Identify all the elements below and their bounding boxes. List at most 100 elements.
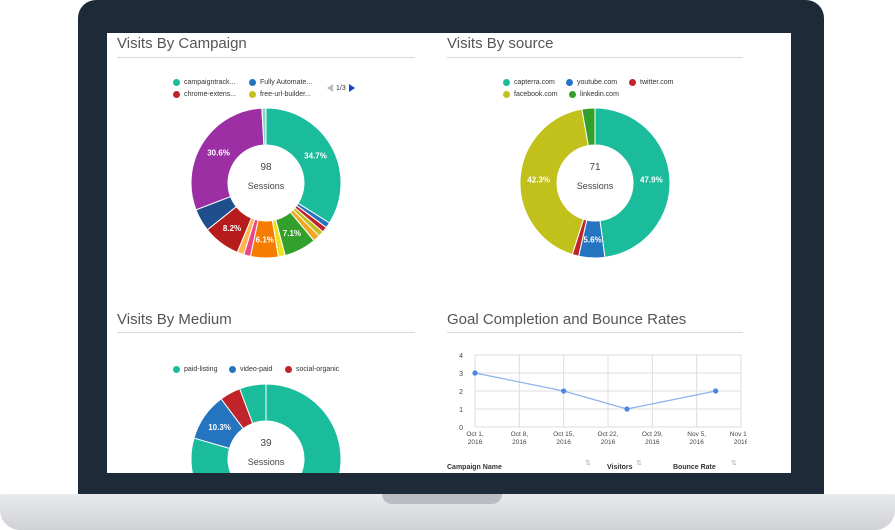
source-center-label: Sessions — [576, 181, 614, 191]
slice-data-label: 47.9% — [640, 175, 663, 184]
campaign-legend-item[interactable]: Fully Automate... — [249, 79, 312, 86]
slice-data-label: 5.6% — [583, 235, 601, 244]
legend-swatch — [173, 79, 180, 86]
legend-label: free-url-builder... — [260, 91, 311, 98]
legend-swatch — [173, 91, 180, 98]
source-panel-title: Visits By source — [447, 35, 554, 52]
medium-center-label: Sessions — [247, 457, 285, 467]
medium-center-value: 39 — [260, 438, 272, 449]
medium-legend-item[interactable]: video-paid — [229, 366, 272, 373]
goal-title-rule — [447, 332, 743, 333]
legend-swatch — [569, 91, 576, 98]
x-tick-label: Oct 29, 2016 — [642, 431, 663, 446]
previous-page-icon[interactable] — [327, 84, 333, 92]
legend-swatch — [503, 79, 510, 86]
legend-label: Fully Automate... — [260, 79, 313, 86]
medium-panel-title: Visits By Medium — [117, 311, 232, 328]
table-header-visitors[interactable]: Visitors — [607, 464, 633, 471]
source-donut-chart: 47.9% 5.6% 42.3% — [519, 107, 671, 259]
sort-icon[interactable]: ⇅ — [636, 460, 642, 467]
legend-swatch — [629, 79, 636, 86]
x-tick-label: Nov 5, 2016 — [687, 431, 706, 446]
donut-slice[interactable] — [261, 107, 267, 146]
x-tick-label: Nov 12,2016 — [730, 431, 747, 446]
dashboard-screen: Visits By Campaign campaigntrack... Full… — [107, 33, 791, 473]
donut-slice[interactable] — [581, 107, 596, 147]
data-point[interactable] — [713, 388, 719, 394]
goal-panel-title: Goal Completion and Bounce Rates — [447, 311, 687, 328]
medium-legend-item[interactable]: paid-listing — [173, 366, 217, 373]
donut-slice[interactable] — [239, 383, 267, 425]
sort-icon[interactable]: ⇅ — [585, 460, 591, 467]
donut-slice[interactable] — [190, 383, 342, 473]
legend-swatch — [503, 91, 510, 98]
slice-data-label: 6.1% — [256, 235, 274, 244]
donut-slice[interactable] — [190, 107, 265, 211]
source-title-rule — [447, 57, 743, 58]
medium-donut-chart: 10.3% — [190, 383, 342, 473]
table-header-bounce-rate[interactable]: Bounce Rate — [673, 464, 716, 471]
legend-label: paid-listing — [184, 366, 218, 373]
legend-swatch — [249, 91, 256, 98]
legend-label: capterra.com — [514, 79, 555, 86]
source-legend-item[interactable]: capterra.com — [503, 79, 555, 86]
medium-title-rule — [117, 332, 415, 333]
campaign-legend-item[interactable]: campaigntrack... — [173, 79, 235, 86]
slice-data-label: 10.3% — [208, 423, 231, 432]
source-legend-item[interactable]: facebook.com — [503, 91, 558, 98]
source-legend-item[interactable]: twitter.com — [629, 79, 673, 86]
slice-data-label: 30.6% — [207, 148, 230, 157]
legend-label: linkedin.com — [580, 91, 619, 98]
campaign-title-rule — [117, 57, 415, 58]
y-tick-label: 1 — [459, 407, 463, 414]
source-legend-item[interactable]: youtube.com — [566, 79, 617, 86]
legend-swatch — [285, 366, 292, 373]
series-line — [474, 372, 716, 410]
source-center-value: 71 — [589, 162, 601, 173]
legend-label: twitter.com — [640, 79, 674, 86]
legend-label: youtube.com — [577, 79, 618, 86]
campaign-panel-title: Visits By Campaign — [117, 35, 247, 52]
campaign-center-label: Sessions — [247, 181, 285, 191]
x-tick-label: Oct 15, 2016 — [553, 431, 574, 446]
data-point[interactable] — [561, 388, 567, 394]
x-tick-label: Oct 22, 2016 — [598, 431, 619, 446]
legend-label: video-paid — [240, 366, 273, 373]
legend-pager: 1/3 — [327, 84, 355, 92]
y-tick-label: 0 — [459, 425, 463, 432]
x-tick-label: Oct 1, 2016 — [466, 431, 484, 446]
legend-page-indicator: 1/3 — [336, 84, 346, 92]
campaign-donut-chart: 34.7% 7.1% 6.1% 8.2% 30.6% — [190, 107, 342, 259]
legend-swatch — [566, 79, 573, 86]
laptop-notch — [382, 494, 502, 504]
source-legend-item[interactable]: linkedin.com — [569, 91, 619, 98]
y-tick-label: 2 — [459, 389, 463, 396]
campaign-center-value: 98 — [260, 162, 272, 173]
donut-slice[interactable] — [594, 107, 671, 258]
slice-data-label: 34.7% — [304, 152, 327, 161]
campaign-legend-item[interactable]: free-url-builder... — [249, 91, 311, 98]
medium-legend-item[interactable]: social-organic — [285, 366, 339, 373]
campaign-legend-item[interactable]: chrome-extens... — [173, 91, 236, 98]
donut-slice[interactable] — [519, 108, 589, 256]
next-page-icon[interactable] — [348, 84, 355, 92]
legend-label: chrome-extens... — [184, 91, 237, 98]
donut-slice[interactable] — [265, 107, 342, 224]
legend-label: campaigntrack... — [184, 79, 236, 86]
y-tick-label: 4 — [459, 353, 463, 360]
goal-line-chart: 0 1 2 3 4 Oct 1, 2016 Oct 8, 2016 Oct 15, 2016 Oct … — [459, 353, 747, 446]
legend-swatch — [173, 366, 180, 373]
slice-data-label: 8.2% — [223, 224, 241, 233]
legend-label: social-organic — [296, 366, 340, 373]
sort-icon[interactable]: ⇅ — [731, 460, 737, 467]
table-header-campaign-name[interactable]: Campaign Name — [447, 464, 502, 471]
x-tick-label: Oct 8, 2016 — [511, 431, 529, 446]
y-tick-label: 3 — [459, 371, 463, 378]
data-point[interactable] — [624, 406, 630, 412]
slice-data-label: 7.1% — [283, 229, 301, 238]
data-point[interactable] — [472, 370, 478, 376]
legend-swatch — [229, 366, 236, 373]
legend-swatch — [249, 79, 256, 86]
slice-data-label: 42.3% — [527, 175, 550, 184]
legend-label: facebook.com — [514, 91, 558, 98]
